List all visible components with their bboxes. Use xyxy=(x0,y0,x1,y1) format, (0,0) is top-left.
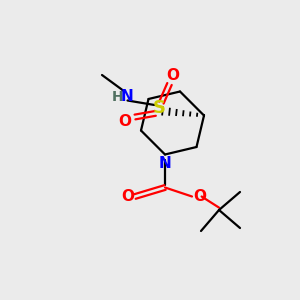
Text: O: O xyxy=(166,68,179,83)
Text: N: N xyxy=(121,89,134,104)
Text: H: H xyxy=(112,90,123,104)
Text: O: O xyxy=(121,189,134,204)
Text: O: O xyxy=(118,114,131,129)
Text: N: N xyxy=(159,156,171,171)
Text: S: S xyxy=(152,99,166,117)
Text: O: O xyxy=(193,189,206,204)
